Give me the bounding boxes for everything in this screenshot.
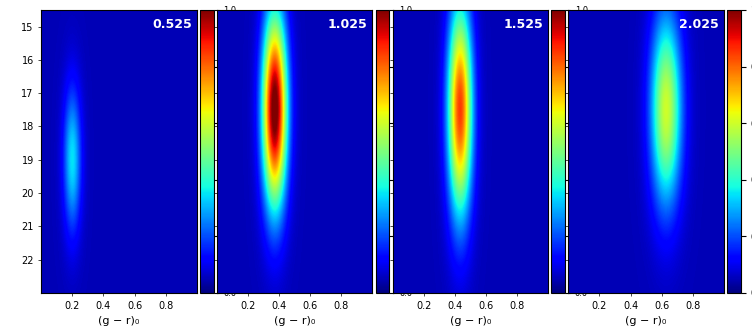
X-axis label: (g − r)₀: (g − r)₀ [274, 316, 315, 326]
X-axis label: (g − r)₀: (g − r)₀ [450, 316, 491, 326]
X-axis label: (g − r)₀: (g − r)₀ [626, 316, 667, 326]
Text: 1.525: 1.525 [504, 19, 544, 31]
Text: 2.025: 2.025 [679, 19, 719, 31]
X-axis label: (g − r)₀: (g − r)₀ [99, 316, 140, 326]
Text: 0.525: 0.525 [153, 19, 192, 31]
Text: 1.025: 1.025 [328, 19, 368, 31]
